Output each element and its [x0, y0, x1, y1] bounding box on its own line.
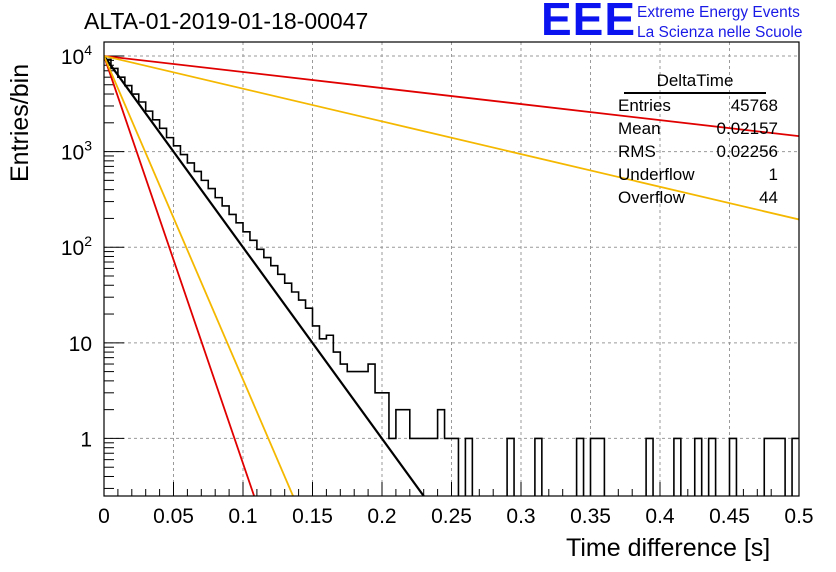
stats-title: DeltaTime: [624, 70, 766, 94]
logo-subtitle-2: La Scienza nelle Scuole: [637, 24, 803, 41]
stats-value: 44: [759, 188, 778, 207]
fit-line: [104, 55, 255, 496]
y-tick-label: 103: [61, 138, 92, 165]
stats-box: DeltaTime Entries 45768 Mean 0.02157 RMS…: [610, 70, 780, 209]
x-tick-label: 0.15: [292, 505, 333, 528]
x-tick-label: 0.35: [570, 505, 611, 528]
stats-row-underflow: Underflow 1: [610, 163, 780, 186]
stats-value: 1: [768, 165, 778, 184]
plot-frame: [103, 41, 800, 497]
x-tick-label: 0.2: [367, 505, 396, 528]
x-tick-label: 0.45: [709, 505, 750, 528]
stats-value: 0.02157: [716, 119, 778, 138]
histogram-series: [104, 58, 799, 496]
x-tick-label: 0.5: [784, 505, 813, 528]
stats-label: Mean: [618, 119, 661, 138]
y-tick-label: 102: [61, 233, 92, 260]
eee-logo: EEE: [541, 0, 637, 45]
fit-line: [104, 55, 799, 221]
x-axis-label: Time difference [s]: [566, 534, 771, 562]
fit-line: [104, 55, 425, 496]
y-tick-label: 104: [61, 42, 92, 69]
stats-label: RMS: [618, 142, 656, 161]
x-tick-label: 0.3: [506, 505, 535, 528]
stats-row-entries: Entries 45768: [610, 94, 780, 117]
chart-title: ALTA-01-2019-01-18-00047: [84, 8, 369, 34]
stats-row-rms: RMS 0.02256: [610, 140, 780, 163]
x-tick-label: 0.05: [153, 505, 194, 528]
y-tick-label: 1: [80, 428, 92, 451]
y-axis-label: Entries/bin: [6, 63, 34, 182]
x-tick-label: 0.25: [431, 505, 472, 528]
y-tick-label: 10: [69, 333, 92, 356]
stats-label: Entries: [618, 96, 671, 115]
x-tick-label: 0.1: [228, 505, 257, 528]
stats-row-mean: Mean 0.02157: [610, 117, 780, 140]
stats-label: Underflow: [618, 165, 695, 184]
stats-value: 45768: [730, 96, 778, 115]
x-tick-label: 0.4: [645, 505, 675, 528]
plot-area: [104, 55, 799, 496]
stats-value: 0.02256: [716, 142, 778, 161]
stats-label: Overflow: [618, 188, 686, 207]
logo-subtitle-1: Extreme Energy Events: [637, 4, 800, 21]
fit-line: [104, 55, 294, 496]
x-tick-label: 0: [98, 505, 110, 528]
fit-line: [104, 55, 799, 138]
stats-row-overflow: Overflow 44: [610, 186, 780, 209]
